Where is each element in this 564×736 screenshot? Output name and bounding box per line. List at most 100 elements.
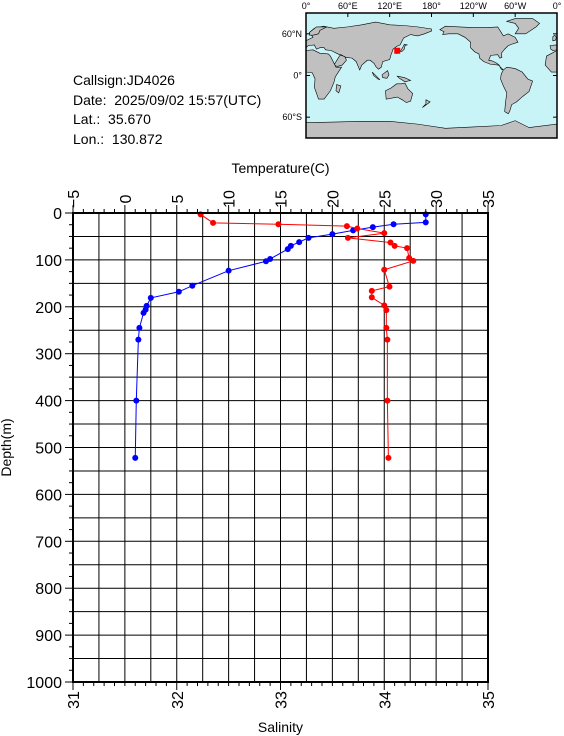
map-lon-label: 60°E	[338, 1, 358, 11]
depth-tick-label: 500	[35, 441, 62, 458]
landmass-samerica	[500, 66, 533, 115]
salinity-point	[384, 336, 391, 343]
world-map: 0° 60°E 120°E 180° 120°W 60°W 0° 60°N 0° 60°S	[282, 1, 562, 139]
temperature-point	[390, 221, 397, 228]
depth-tick-label: 0	[53, 206, 62, 223]
station-info: Callsign:JD4026 Date: 2025/09/02 15:57(U…	[73, 71, 261, 149]
map-lon-label: 0°	[553, 1, 562, 11]
lat-label: Lat.:	[73, 111, 101, 127]
salinity-point	[381, 230, 388, 237]
date-value: 2025/09/02 15:57(UTC)	[114, 91, 262, 108]
salinity-tick-label: 33	[274, 691, 291, 709]
temperature-tick-label: −5	[66, 190, 83, 208]
temperature-point	[369, 224, 376, 231]
map-lon-label: 120°E	[377, 1, 402, 11]
salinity-tick-label: 34	[377, 691, 394, 709]
landmass-britain	[552, 34, 557, 42]
salinity-point	[410, 257, 417, 264]
salinity-tick-label: 31	[66, 691, 83, 709]
temperature-point	[133, 397, 140, 404]
salinity-point	[391, 242, 398, 249]
map-lat-label: 60°S	[282, 112, 302, 122]
temperature-axis-title: Temperature(C)	[231, 160, 329, 176]
salinity-point	[210, 219, 217, 226]
depth-tick-label: 600	[35, 487, 62, 504]
map-lat-label: 60°N	[282, 29, 302, 39]
temperature-point	[329, 231, 336, 238]
temperature-tick-label: 5	[170, 194, 187, 203]
temperature-tick-label: 20	[325, 190, 342, 208]
salinity-tick-label: 32	[170, 691, 187, 709]
map-lon-label: 120°W	[460, 1, 488, 11]
landmass-greenland	[505, 18, 541, 35]
temperature-tick-label: 10	[222, 190, 239, 208]
map-lat-label: 0°	[293, 71, 302, 81]
lat-value: 35.670	[108, 111, 151, 127]
landmass-namerica	[439, 25, 519, 71]
callsign: Callsign:JD4026	[73, 72, 175, 88]
salinity-point	[381, 302, 388, 309]
depth-tick-label: 900	[35, 628, 62, 645]
date-label: Date:	[73, 91, 107, 108]
salinity-point	[354, 225, 361, 232]
salinity-point	[386, 283, 393, 290]
landmass-africa-west	[544, 50, 558, 73]
lon-label: Lon.:	[73, 130, 105, 147]
temperature-tick-label: 25	[377, 190, 394, 208]
temperature-point	[147, 294, 154, 301]
salinity-point	[383, 307, 390, 314]
temperature-point	[175, 288, 182, 295]
temperature-tick-label: 15	[274, 190, 291, 208]
depth-tick-label: 400	[35, 394, 62, 411]
salinity-point	[368, 287, 375, 294]
salinity-point	[404, 245, 411, 252]
landmass-scandinavia-fix	[309, 26, 328, 36]
depth-tick-label: 100	[35, 253, 62, 270]
depth-tick-label: 1000	[26, 675, 62, 692]
temperature-tick-label: 35	[481, 190, 498, 208]
temperature-point	[262, 258, 269, 265]
salinity-point	[275, 221, 282, 228]
salinity-point	[384, 397, 391, 404]
date-line: Date: 2025/09/02 15:57(UTC)	[73, 91, 261, 111]
temperature-point	[305, 234, 312, 241]
lon-line: Lon.: 130.872	[73, 130, 261, 150]
temperature-point	[189, 282, 196, 289]
temperature-point	[284, 246, 291, 253]
salinity-profile-line	[200, 213, 415, 458]
temperature-point	[422, 219, 429, 226]
temperature-point	[225, 267, 232, 274]
salinity-point	[368, 294, 375, 301]
landmass-africa	[305, 49, 343, 100]
landmass-borneo	[381, 70, 390, 79]
landmass-madagascar	[335, 84, 342, 94]
landmass-newzealand	[422, 99, 431, 108]
temperature-point	[296, 239, 303, 246]
lon-value: 130.872	[111, 130, 163, 147]
depth-axis-title: Depth(m)	[0, 418, 14, 476]
temperature-point	[135, 336, 142, 343]
landmass-australia	[385, 82, 414, 103]
landmass-newguinea	[396, 75, 412, 83]
station-marker	[394, 47, 401, 54]
temperature-tick-label: 30	[429, 190, 446, 208]
salinity-point	[344, 234, 351, 241]
salinity-axis-title: Salinity	[258, 719, 303, 735]
map-lon-label: 0°	[302, 1, 311, 11]
temperature-point	[136, 324, 143, 331]
landmass-europe-asia	[305, 21, 432, 71]
salinity-point	[381, 266, 388, 273]
temperature-point	[132, 454, 139, 461]
depth-tick-label: 200	[35, 300, 62, 317]
salinity-tick-label: 35	[481, 691, 498, 709]
depth-tick-label: 800	[35, 581, 62, 598]
landmass-sumatra	[371, 71, 381, 80]
temperature-point	[140, 309, 147, 316]
salinity-point	[385, 454, 392, 461]
series-layer	[132, 211, 429, 461]
salinity-point	[343, 223, 350, 230]
depth-tick-label: 300	[35, 347, 62, 364]
depth-tick-label: 700	[35, 534, 62, 551]
lat-line: Lat.: 35.670	[73, 110, 261, 130]
